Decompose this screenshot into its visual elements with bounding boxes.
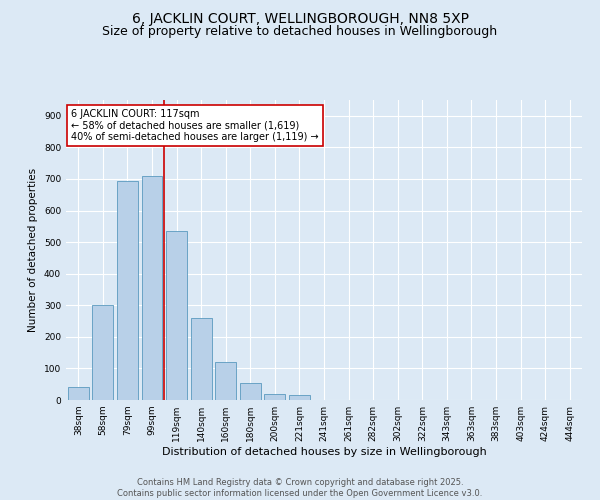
Bar [117,180,138,400]
Bar [265,394,286,400]
Bar [92,306,113,400]
Bar [289,396,310,400]
Text: Size of property relative to detached houses in Wellingborough: Size of property relative to detached ho… [103,25,497,38]
Bar [215,362,236,400]
Text: 6, JACKLIN COURT, WELLINGBOROUGH, NN8 5XP: 6, JACKLIN COURT, WELLINGBOROUGH, NN8 5X… [131,12,469,26]
X-axis label: Distribution of detached houses by size in Wellingborough: Distribution of detached houses by size … [161,447,487,457]
Bar [68,388,89,400]
Bar [240,382,261,400]
Y-axis label: Number of detached properties: Number of detached properties [28,168,38,332]
Text: Contains HM Land Registry data © Crown copyright and database right 2025.
Contai: Contains HM Land Registry data © Crown c… [118,478,482,498]
Text: 6 JACKLIN COURT: 117sqm
← 58% of detached houses are smaller (1,619)
40% of semi: 6 JACKLIN COURT: 117sqm ← 58% of detache… [71,109,319,142]
Bar [142,176,163,400]
Bar [166,231,187,400]
Bar [191,318,212,400]
